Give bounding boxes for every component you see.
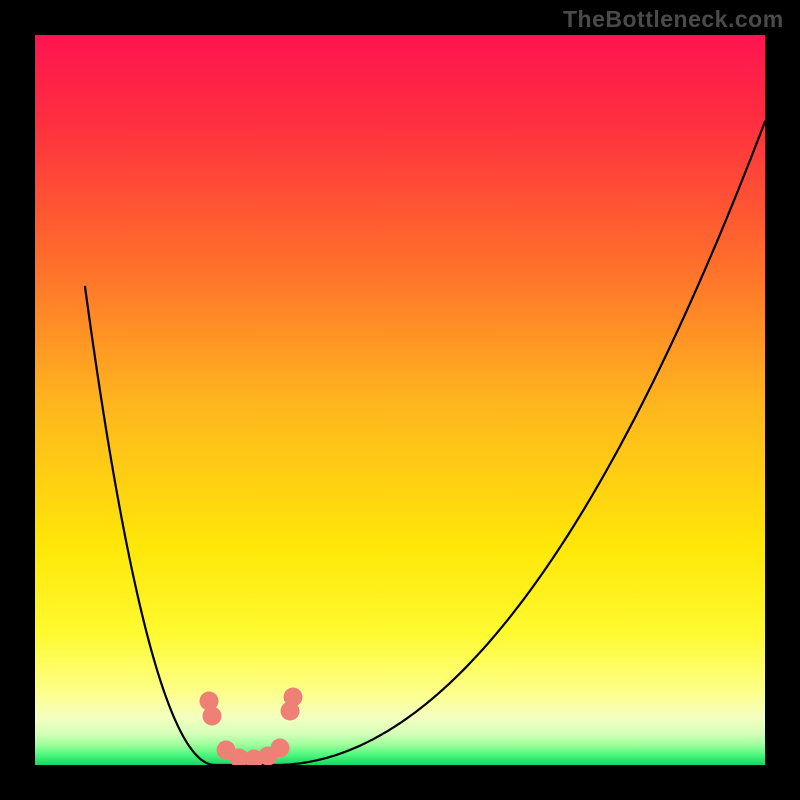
- gradient-plot-area: [35, 35, 765, 765]
- data-dot-8: [284, 688, 303, 707]
- bottleneck-chart: [0, 0, 800, 800]
- data-dot-1: [203, 707, 222, 726]
- data-dot-6: [271, 739, 290, 758]
- watermark-text: TheBottleneck.com: [563, 6, 784, 33]
